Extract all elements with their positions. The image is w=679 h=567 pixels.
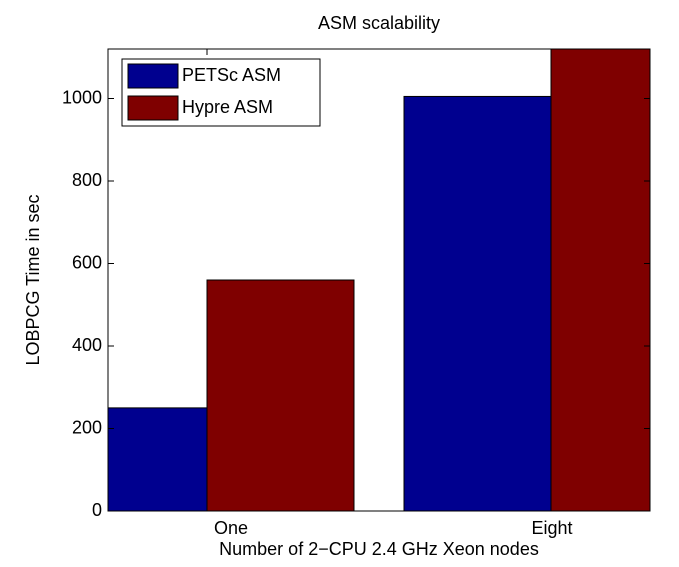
y-tick-label: 400 <box>72 335 102 355</box>
axes-box <box>107 48 651 512</box>
y-tick-label: 0 <box>92 500 102 520</box>
x-tick-label: Eight <box>531 518 572 538</box>
y-tick-label: 800 <box>72 170 102 190</box>
legend-label: Hypre ASM <box>182 97 273 117</box>
x-tick-label: One <box>214 518 248 538</box>
legend-swatch <box>127 63 179 89</box>
y-tick-label: 1000 <box>62 87 102 107</box>
legend-label: PETSc ASM <box>182 65 281 85</box>
legend-swatch <box>127 95 179 121</box>
bar <box>403 95 552 511</box>
x-axis-label: Number of 2−CPU 2.4 GHz Xeon nodes <box>219 539 539 559</box>
y-tick-label: 200 <box>72 417 102 437</box>
chart-title: ASM scalability <box>318 13 440 33</box>
y-axis-label: LOBPCG Time in sec <box>23 194 43 365</box>
bar <box>206 279 355 511</box>
bar <box>550 49 650 511</box>
bars <box>108 49 650 511</box>
bar <box>108 407 208 511</box>
y-tick-label: 600 <box>72 252 102 272</box>
